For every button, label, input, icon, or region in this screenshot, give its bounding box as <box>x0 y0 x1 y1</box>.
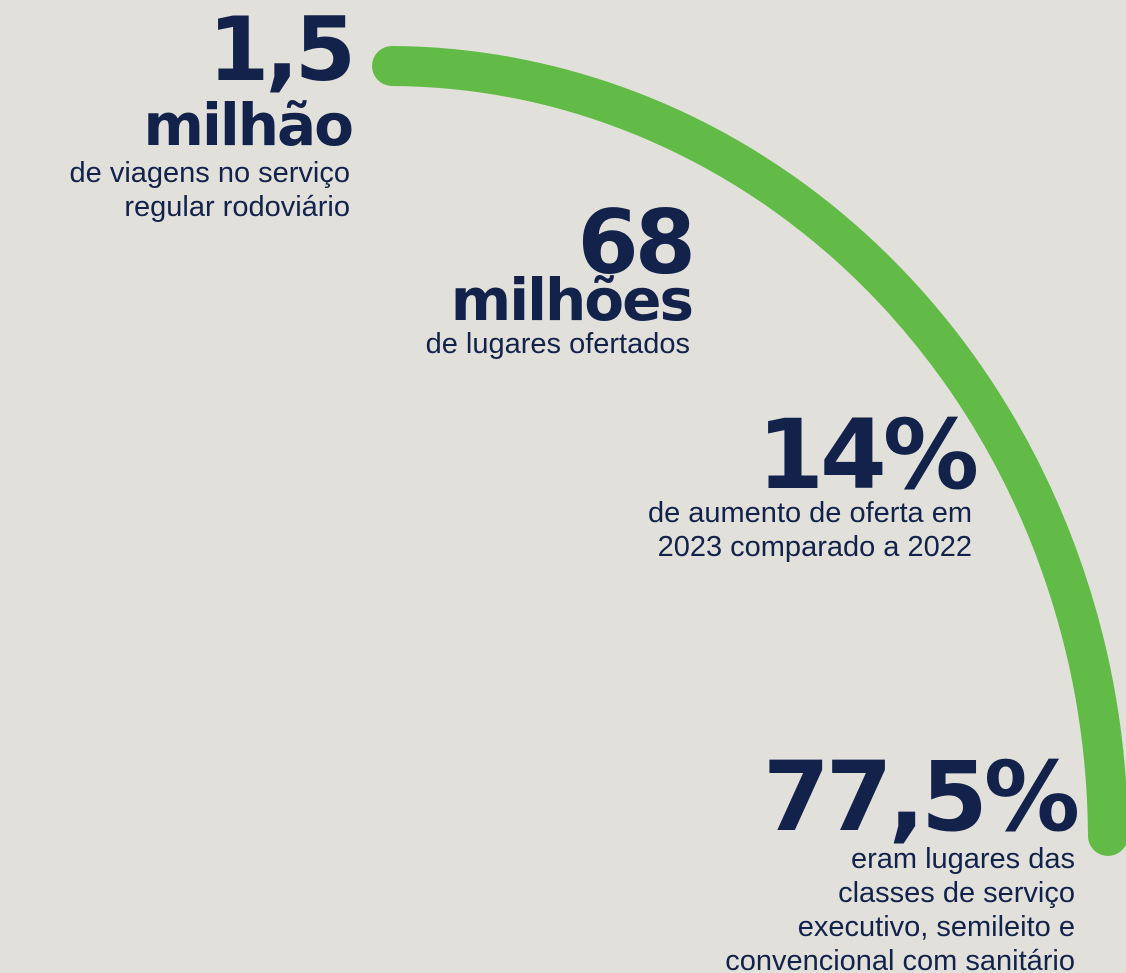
stat-value: 1,5 <box>208 0 352 101</box>
stat-unit: milhões <box>451 266 692 334</box>
stat-value: 68 <box>578 191 692 294</box>
stat-description: eram lugares das <box>851 843 1075 875</box>
stat-unit: milhão <box>144 91 353 159</box>
stat-description: de lugares ofertados <box>426 328 690 360</box>
stat-description: convencional com sanitário <box>725 945 1075 973</box>
stat-description: de aumento de oferta em <box>648 497 972 529</box>
stat-value: 77,5% <box>763 741 1078 853</box>
stat-description: regular rodoviário <box>124 191 350 223</box>
stat-description: executivo, semileito e <box>798 911 1075 943</box>
green-arc <box>372 46 1126 856</box>
stat-description: de viagens no serviço <box>70 157 351 189</box>
stat-value: 14% <box>757 399 977 511</box>
stat-description: 2023 comparado a 2022 <box>658 531 972 563</box>
stat-description: classes de serviço <box>838 877 1075 909</box>
